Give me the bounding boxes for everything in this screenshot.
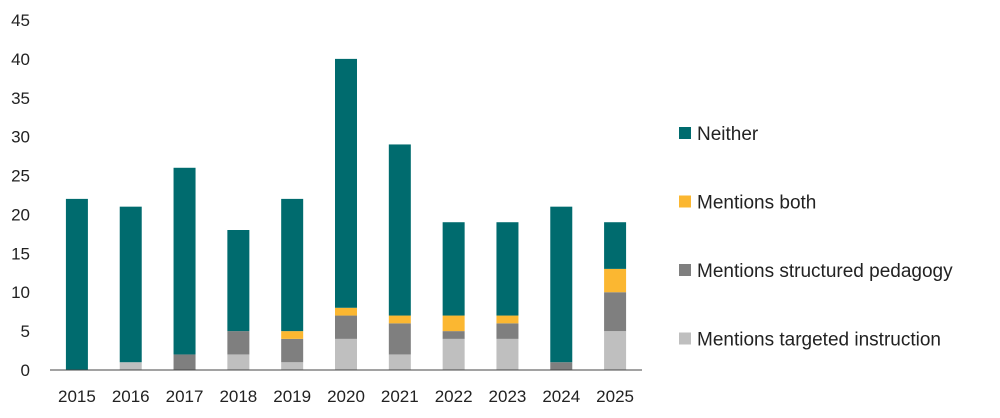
legend-swatch [679, 195, 691, 208]
bar-segment [388, 144, 411, 316]
bar-segment [119, 362, 142, 370]
legend: Neither Mentions both Mentions structured … [679, 124, 953, 351]
x-tick-label: 2024 [542, 387, 580, 406]
bar-segment [442, 338, 465, 370]
bar-segment [442, 331, 465, 339]
x-tick-label: 2020 [327, 387, 365, 406]
bar-segment [227, 230, 250, 332]
bar-segment [442, 222, 465, 316]
bar-segment [604, 292, 627, 332]
bar-segment [119, 206, 142, 363]
bar-segment [281, 331, 304, 339]
bar-segment [388, 354, 411, 370]
y-tick-label: 15 [11, 244, 30, 263]
y-tick-label: 25 [11, 167, 30, 186]
bar-segment [281, 362, 304, 370]
x-axis-ticks: 2015 2016 2017 2018 2019 2020 2021 2022 2023 2024… [58, 387, 634, 406]
x-tick-label: 2016 [112, 387, 150, 406]
bar-segment [335, 58, 357, 308]
bar-segment [550, 362, 573, 370]
bar-segment [604, 268, 627, 293]
x-tick-label: 2023 [489, 387, 527, 406]
y-tick-label: 45 [11, 11, 30, 30]
legend-swatch [679, 127, 691, 139]
bar-segment [173, 354, 196, 370]
y-tick-label: 35 [11, 89, 30, 108]
bar-segment [388, 323, 411, 355]
y-tick-label: 10 [11, 283, 30, 302]
legend-swatch [679, 264, 691, 276]
bar-segment [281, 198, 304, 332]
bar-segment [65, 198, 88, 370]
x-tick-label: 2018 [219, 387, 257, 406]
bar-segment [173, 167, 196, 355]
bar-segment [496, 222, 519, 316]
x-tick-label: 2017 [166, 387, 204, 406]
x-tick-label: 2019 [273, 387, 311, 406]
y-tick-label: 20 [11, 205, 30, 224]
bar-segment [227, 331, 250, 355]
bar-segment [388, 315, 411, 324]
bar-segment [496, 323, 519, 339]
x-tick-label: 2025 [596, 387, 634, 406]
bar-segment [442, 315, 465, 332]
bars [65, 58, 627, 370]
y-tick-label: 30 [11, 128, 30, 147]
bar-segment [604, 331, 627, 370]
legend-label: Mentions both [697, 193, 816, 214]
legend-label: Mentions targeted instruction [697, 330, 941, 351]
legend-label: Neither [697, 124, 759, 145]
bar-segment [335, 315, 357, 339]
x-tick-label: 2015 [58, 387, 96, 406]
bar-segment [550, 206, 573, 363]
y-tick-label: 0 [21, 361, 30, 380]
bar-segment [604, 222, 627, 269]
bar-segment [335, 338, 357, 370]
x-tick-label: 2021 [381, 387, 419, 406]
bar-segment [281, 338, 304, 363]
bar-segment [496, 338, 519, 370]
bar-segment [227, 354, 250, 370]
y-axis-ticks: 0 5 10 15 20 25 30 35 40 45 [11, 11, 30, 380]
bar-segment [335, 307, 357, 316]
y-tick-label: 40 [11, 50, 30, 69]
legend-label: Mentions structured pedagogy [697, 261, 953, 282]
legend-swatch [679, 332, 691, 345]
x-tick-label: 2022 [435, 387, 473, 406]
y-tick-label: 5 [21, 322, 30, 341]
bar-segment [496, 315, 519, 324]
